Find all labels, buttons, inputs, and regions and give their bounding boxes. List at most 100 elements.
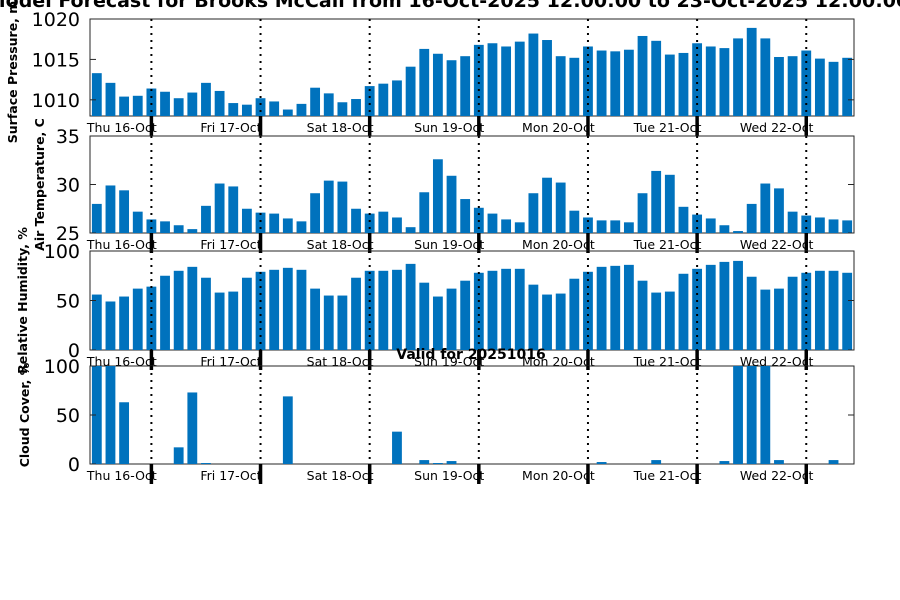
ytick-label: 35 bbox=[56, 126, 80, 148]
panel-4: 0 50 100 Thu 16-Oct Fri 17-Oct Sat 18-Oct Sun … bbox=[17, 347, 855, 484]
bar bbox=[501, 268, 512, 350]
bar bbox=[678, 52, 689, 116]
bar bbox=[487, 43, 498, 116]
bar bbox=[692, 214, 703, 233]
bar bbox=[432, 296, 443, 350]
bar bbox=[419, 282, 430, 350]
bar bbox=[91, 294, 102, 350]
bar bbox=[555, 182, 566, 233]
bar bbox=[774, 288, 784, 350]
xtick-label: Sun 19-Oct bbox=[414, 237, 484, 252]
bar bbox=[787, 211, 798, 233]
bar bbox=[828, 270, 839, 350]
bar bbox=[746, 203, 757, 233]
bar bbox=[651, 40, 662, 117]
bar bbox=[269, 213, 280, 233]
ytick-label: 30 bbox=[56, 175, 80, 197]
bar bbox=[446, 175, 457, 233]
xtick-label: Sun 19-Oct bbox=[414, 468, 484, 483]
ytick-label: 0 bbox=[68, 454, 80, 476]
bar bbox=[664, 291, 675, 350]
bar bbox=[514, 268, 525, 350]
bar bbox=[760, 366, 771, 464]
bar bbox=[392, 80, 402, 116]
bar bbox=[351, 99, 361, 116]
bar bbox=[651, 460, 662, 464]
xtick-label: Sat 18-Oct bbox=[307, 354, 374, 369]
bar bbox=[596, 266, 607, 350]
xtick-label: Sat 18-Oct bbox=[307, 468, 374, 483]
bar bbox=[760, 183, 771, 233]
xtick-label: Tue 21-Oct bbox=[633, 237, 702, 252]
bar bbox=[787, 56, 798, 116]
bar bbox=[241, 208, 252, 233]
bar bbox=[132, 288, 143, 350]
bar bbox=[528, 193, 539, 233]
bar bbox=[105, 301, 116, 350]
bar bbox=[378, 270, 389, 350]
bar bbox=[446, 60, 457, 116]
bar bbox=[146, 219, 157, 233]
bar bbox=[787, 276, 798, 350]
bar bbox=[814, 270, 825, 350]
bar bbox=[514, 222, 525, 233]
panel-3: 0 50 100 Thu 16-Oct Fri 17-Oct Sat 18-Oct Sun … bbox=[15, 227, 855, 374]
xtick-label: Fri 17-Oct bbox=[200, 354, 261, 369]
bar bbox=[719, 461, 730, 464]
xtick-label: Tue 21-Oct bbox=[633, 468, 702, 483]
bar bbox=[173, 270, 184, 350]
ytick-label: 1010 bbox=[32, 90, 80, 112]
bar bbox=[460, 280, 471, 350]
bar bbox=[432, 159, 443, 233]
ytick-label: 50 bbox=[56, 405, 80, 427]
bar bbox=[105, 185, 116, 233]
bar bbox=[487, 270, 498, 350]
bar bbox=[651, 292, 662, 350]
bar bbox=[828, 460, 839, 464]
bar bbox=[160, 91, 170, 116]
ylabel: Relative Humidity, % bbox=[15, 227, 30, 374]
xtick-label: Mon 20-Oct bbox=[522, 468, 595, 483]
bar bbox=[296, 269, 307, 350]
bar bbox=[337, 295, 348, 350]
bar bbox=[705, 264, 716, 350]
bar bbox=[91, 203, 102, 233]
bar bbox=[678, 206, 689, 233]
bar bbox=[814, 58, 825, 116]
bar bbox=[173, 98, 184, 116]
xtick-label: Wed 22-Oct bbox=[740, 354, 814, 369]
bar bbox=[651, 170, 662, 233]
bar bbox=[623, 264, 634, 350]
bar bbox=[173, 225, 184, 233]
xtick-label: Fri 17-Oct bbox=[200, 237, 261, 252]
bar bbox=[774, 56, 784, 116]
bar bbox=[637, 280, 648, 350]
bar bbox=[201, 82, 211, 116]
bar bbox=[241, 104, 252, 116]
bar bbox=[187, 92, 198, 116]
bar bbox=[542, 294, 552, 350]
ytick-label: 25 bbox=[56, 223, 80, 245]
ylabel: Cloud Cover, % bbox=[17, 362, 32, 467]
bar bbox=[405, 227, 416, 233]
bar bbox=[187, 229, 198, 233]
xtick-label: Wed 22-Oct bbox=[740, 237, 814, 252]
bar bbox=[214, 90, 225, 116]
bar bbox=[719, 261, 730, 350]
bar bbox=[678, 273, 689, 350]
bar bbox=[105, 82, 116, 116]
bar bbox=[583, 46, 593, 116]
bar bbox=[774, 460, 784, 464]
bar bbox=[282, 218, 293, 233]
bar bbox=[364, 86, 375, 116]
bar bbox=[269, 101, 280, 116]
xtick-label: Thu 16-Oct bbox=[86, 354, 157, 369]
bar bbox=[214, 292, 225, 350]
bar bbox=[351, 277, 361, 350]
xtick-label: Fri 17-Oct bbox=[200, 468, 261, 483]
axes-frame bbox=[89, 18, 855, 117]
bar bbox=[828, 219, 839, 233]
bar bbox=[460, 56, 471, 116]
bar bbox=[160, 275, 170, 350]
bar bbox=[610, 220, 621, 233]
